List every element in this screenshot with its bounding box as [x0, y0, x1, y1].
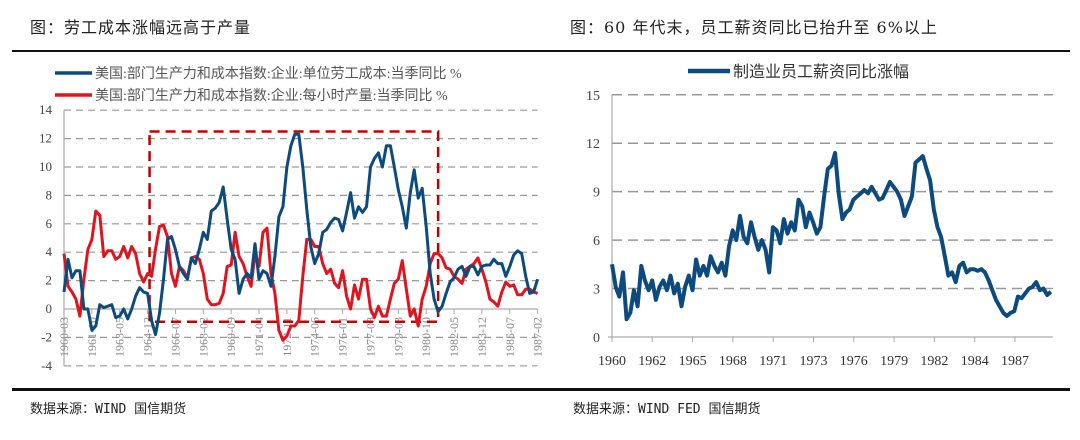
x-tick-label: 1976 — [840, 354, 868, 369]
right-chart: 0 3 6 9 12 15 1960 1962 1965 1968 1971 1973 1976 1979… — [586, 63, 1053, 369]
series-line-wage-growth — [610, 150, 1053, 322]
y-tick-label: 0 — [46, 301, 53, 316]
x-tick-label: 1971 — [759, 354, 787, 369]
x-tick-label: 1974-06 — [308, 317, 322, 357]
y-tick-label: -2 — [41, 329, 52, 344]
y-tick-label: 6 — [593, 234, 600, 249]
y-tick-label: -4 — [41, 358, 52, 373]
y-tick-label: 6 — [46, 216, 53, 231]
legend-label: 美国:部门生产力和成本指数:企业:单位劳工成本:当季同比 % — [95, 65, 462, 82]
bottom-divider — [12, 388, 1070, 391]
x-tick-label: 1979 — [880, 354, 908, 369]
x-tick-label: 1984 — [961, 354, 989, 369]
x-tick-label: 1983-12 — [475, 317, 489, 357]
x-tick-label: 1968-02 — [196, 317, 210, 357]
y-tick-label: 12 — [586, 137, 600, 152]
legend-label: 美国:部门生产力和成本指数:企业:每小时产量:当季同比 % — [95, 87, 448, 104]
x-tick-label: 1987-02 — [531, 317, 545, 357]
x-tick-label: 1979-03 — [391, 317, 405, 357]
x-tick-label: 1976-01 — [336, 317, 350, 357]
legend-label: 制造业员工薪资同比涨幅 — [733, 63, 909, 81]
y-tick-label: 14 — [39, 102, 53, 117]
x-tick-label: 1962 — [638, 354, 666, 369]
y-tick-label: 15 — [586, 89, 600, 104]
x-tick-label: 1987 — [1001, 354, 1029, 369]
x-tick-label: 1971-04 — [252, 317, 266, 357]
x-tick-label: 1960-03 — [57, 317, 71, 357]
y-tick-label: 10 — [39, 159, 52, 174]
x-tick-label: 1963-05 — [113, 317, 127, 357]
left-figure-title: 图：劳工成本涨幅远高于产量 — [30, 18, 252, 37]
x-tick-label: 1988-09 — [558, 317, 560, 357]
series-line-2 — [62, 209, 539, 342]
y-tick-label: 9 — [593, 186, 600, 201]
x-tick-label: 1982 — [920, 354, 948, 369]
right-source-note: 数据来源：WIND FED 国信期货 — [573, 402, 761, 417]
left-source-note: 数据来源：WIND 国信期货 — [30, 402, 187, 417]
y-tick-label: 0 — [593, 331, 600, 346]
x-tick-label: 1965 — [679, 354, 707, 369]
y-tick-label: 3 — [593, 283, 600, 298]
x-tick-label: 1968 — [719, 354, 747, 369]
x-tick-label: 1982-05 — [447, 317, 461, 357]
x-tick-label: 1977-08 — [363, 317, 377, 357]
x-tick-label: 1985-07 — [503, 317, 517, 357]
x-tick-label: 1973 — [800, 354, 828, 369]
y-tick-label: 4 — [46, 244, 53, 259]
x-tick-label: 1966-07 — [168, 317, 182, 357]
highlight-dashed-box — [148, 130, 440, 324]
x-tick-label: 1980-10 — [419, 317, 433, 357]
y-tick-label: 2 — [46, 273, 53, 288]
x-tick-label: 1960 — [598, 354, 626, 369]
top-divider — [12, 50, 1070, 52]
series-line-1 — [62, 132, 540, 337]
x-tick-label: 1969-09 — [224, 317, 238, 357]
y-tick-label: 8 — [46, 187, 53, 202]
y-tick-label: 12 — [39, 131, 52, 146]
x-tick-label: 1964-12 — [141, 317, 155, 357]
right-figure-title: 图：60 年代末，员工薪资同比已抬升至 6%以上 — [570, 18, 938, 37]
